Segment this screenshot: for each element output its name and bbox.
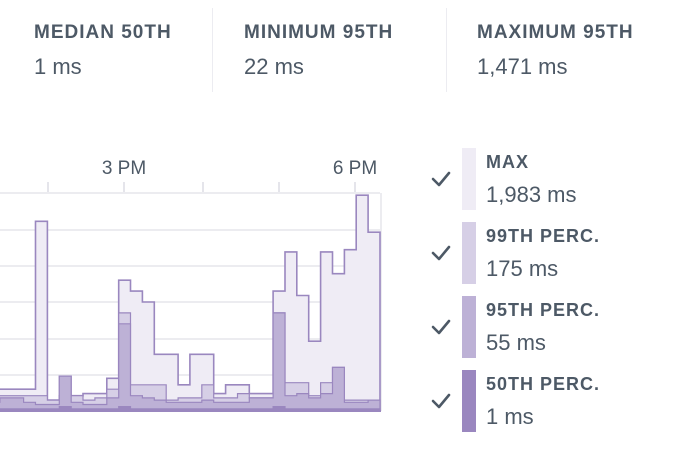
legend-swatch	[462, 148, 476, 210]
series-50th-perc	[0, 406, 381, 412]
stat-label: MINIMUM 95TH	[244, 22, 394, 43]
legend-item-50th-perc[interactable]: 50TH PERC. 1 ms	[420, 370, 680, 432]
chart-series	[0, 194, 381, 412]
series-max	[0, 194, 381, 412]
stat-minimum-95th: MINIMUM 95TH 22 ms	[244, 22, 393, 80]
legend-swatch	[462, 296, 476, 358]
legend-item-95th-perc[interactable]: 95TH PERC. 55 ms	[420, 296, 680, 358]
check-icon[interactable]	[430, 390, 452, 412]
stat-divider	[446, 8, 447, 92]
stat-divider	[212, 8, 213, 92]
legend-swatch	[462, 370, 476, 432]
stat-value: 1 ms	[34, 54, 82, 79]
stat-label: MEDIAN 50TH	[34, 22, 172, 43]
chart-grid	[0, 182, 382, 411]
legend-value: 1,983 ms	[486, 182, 577, 207]
stat-label: MAXIMUM 95TH	[477, 22, 634, 43]
series-95th-perc	[0, 312, 381, 412]
stat-value: 1,471 ms	[477, 54, 568, 79]
legend-label: 99TH PERC.	[486, 226, 601, 246]
legend-item-max[interactable]: MAX 1,983 ms	[420, 148, 680, 210]
stats-summary: MEDIAN 50TH 1 ms MINIMUM 95TH 22 ms MAXI…	[0, 0, 686, 92]
legend-label: 50TH PERC.	[486, 374, 601, 394]
check-icon[interactable]	[430, 316, 452, 338]
x-tick-label: 6 PM	[333, 158, 377, 179]
chart-x-axis: 3 PM 6 PM	[102, 158, 377, 179]
legend-swatch	[462, 222, 476, 284]
x-tick-label: 3 PM	[102, 158, 146, 179]
legend-value: 55 ms	[486, 330, 546, 355]
stat-value: 22 ms	[244, 54, 304, 79]
check-icon[interactable]	[430, 242, 452, 264]
legend-label: 95TH PERC.	[486, 300, 601, 320]
legend-value: 1 ms	[486, 404, 534, 429]
stat-median-50th: MEDIAN 50TH 1 ms	[34, 22, 172, 80]
latency-chart: 3 PM 6 PM	[0, 158, 382, 412]
stat-maximum-95th: MAXIMUM 95TH 1,471 ms	[477, 22, 634, 80]
legend-item-99th-perc[interactable]: 99TH PERC. 175 ms	[420, 222, 680, 284]
legend-value: 175 ms	[486, 256, 559, 281]
legend-label: MAX	[486, 152, 529, 172]
check-icon[interactable]	[430, 168, 452, 190]
